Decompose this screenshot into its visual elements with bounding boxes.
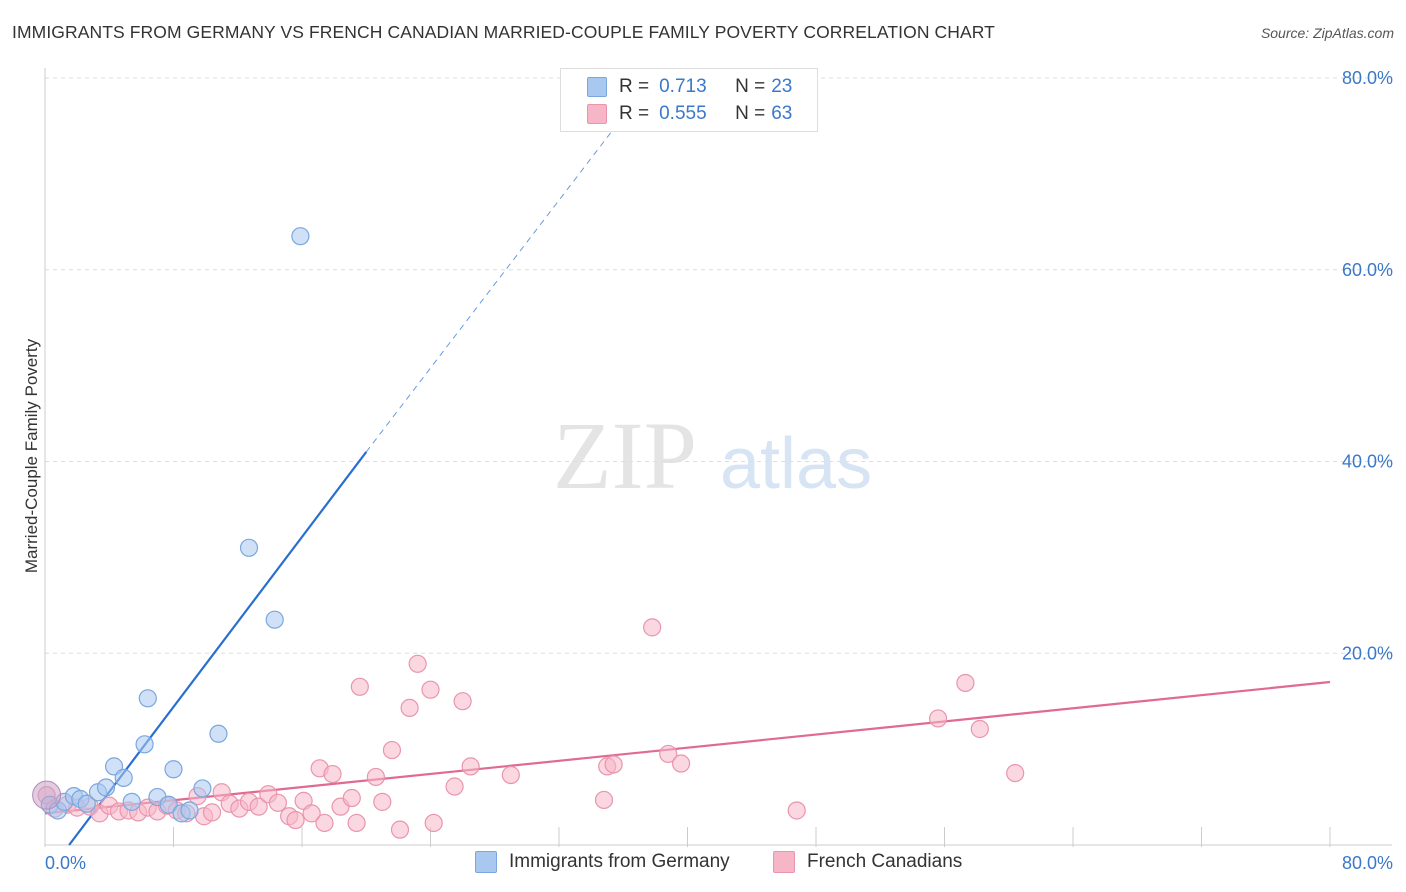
point-germany bbox=[114, 768, 133, 787]
point-french bbox=[302, 804, 321, 823]
point-french bbox=[445, 777, 464, 796]
point-french bbox=[366, 767, 385, 787]
legend-n-label: N = bbox=[735, 76, 766, 97]
point-germany bbox=[135, 735, 154, 754]
legend-label-germany: Immigrants from Germany bbox=[509, 851, 730, 872]
axes bbox=[44, 68, 1392, 847]
legend-item-french[interactable]: French Canadians bbox=[773, 851, 962, 873]
gridlines bbox=[45, 77, 1392, 654]
point-french bbox=[390, 820, 410, 839]
point-french bbox=[671, 754, 691, 773]
point-french bbox=[659, 744, 678, 764]
legend-n-value: 63 bbox=[771, 103, 793, 124]
data-points bbox=[32, 227, 1025, 839]
trend-line-french bbox=[44, 680, 1331, 815]
point-germany bbox=[193, 779, 212, 798]
point-germany bbox=[164, 760, 183, 779]
point-french bbox=[461, 757, 480, 776]
y-axis-label: Married-Couple Family Poverty bbox=[22, 338, 41, 573]
series-legend: Immigrants from Germany French Canadians bbox=[0, 851, 1406, 877]
legend-swatch-french bbox=[587, 104, 607, 124]
point-french bbox=[323, 764, 342, 784]
point-french bbox=[594, 790, 614, 810]
point-germany bbox=[209, 724, 228, 743]
point-french bbox=[421, 680, 440, 699]
point-french bbox=[787, 801, 806, 820]
point-germany bbox=[138, 689, 157, 708]
legend-row-germany: R = 0.713 N = 23 bbox=[587, 75, 793, 99]
chart-title: IMMIGRANTS FROM GERMANY VS FRENCH CANADI… bbox=[12, 22, 995, 42]
x-tick-label-max: 80.0% bbox=[1342, 853, 1393, 873]
point-french bbox=[350, 677, 369, 696]
point-germany bbox=[122, 792, 141, 811]
point-french bbox=[501, 765, 520, 785]
legend-item-germany[interactable]: Immigrants from Germany bbox=[475, 851, 730, 873]
y-tick-label: 80.0% bbox=[1342, 68, 1393, 88]
point-french bbox=[315, 813, 334, 833]
point-french bbox=[928, 709, 948, 728]
legend-n-value: 23 bbox=[771, 76, 793, 97]
tick-labels: 20.0% 40.0% 60.0% 80.0% 0.0% 80.0% bbox=[45, 68, 1393, 873]
legend-swatch-french bbox=[773, 851, 795, 873]
point-germany bbox=[291, 227, 310, 246]
point-french bbox=[1006, 763, 1025, 783]
point-french bbox=[347, 813, 366, 833]
legend-r-value: 0.713 bbox=[659, 76, 707, 97]
y-tick-label: 60.0% bbox=[1342, 260, 1393, 280]
point-french bbox=[286, 810, 305, 830]
point-germany bbox=[96, 778, 116, 797]
point-french bbox=[604, 755, 623, 774]
watermark-atlas: atlas bbox=[720, 424, 872, 504]
y-tick-label: 20.0% bbox=[1342, 643, 1393, 663]
point-french bbox=[408, 654, 427, 673]
point-french bbox=[400, 698, 419, 717]
legend-swatch-germany bbox=[475, 851, 497, 873]
point-french bbox=[424, 813, 443, 833]
point-germany bbox=[77, 794, 96, 813]
point-french bbox=[970, 719, 989, 739]
point-french bbox=[202, 803, 222, 822]
point-french bbox=[643, 618, 662, 637]
point-french bbox=[373, 792, 392, 811]
point-french bbox=[249, 797, 268, 816]
point-french bbox=[382, 740, 402, 760]
legend-r-value: 0.555 bbox=[659, 103, 707, 124]
legend-row-french: R = 0.555 N = 63 bbox=[587, 102, 793, 126]
point-french bbox=[956, 673, 975, 693]
legend-swatch-germany bbox=[587, 77, 607, 97]
trend-line-extension-germany bbox=[365, 116, 624, 453]
point-french bbox=[453, 692, 472, 711]
point-germany bbox=[239, 538, 259, 557]
legend-r-label: R = bbox=[619, 76, 650, 97]
x-tick-label-min: 0.0% bbox=[45, 853, 86, 873]
correlation-legend: R = 0.713 N = 23 R = 0.555 N = 63 bbox=[560, 68, 818, 132]
y-tick-label: 40.0% bbox=[1342, 452, 1393, 472]
legend-n-label: N = bbox=[735, 103, 766, 124]
watermark-zip: ZIP bbox=[553, 402, 697, 509]
legend-r-label: R = bbox=[619, 103, 650, 124]
point-germany bbox=[180, 801, 199, 820]
point-cluster-origin bbox=[32, 780, 62, 810]
point-french bbox=[268, 793, 288, 812]
legend-label-french: French Canadians bbox=[807, 851, 963, 872]
point-french bbox=[342, 788, 361, 808]
source-label: Source: ZipAtlas.com bbox=[1260, 25, 1394, 41]
point-germany bbox=[265, 610, 284, 629]
point-germany bbox=[159, 795, 178, 814]
